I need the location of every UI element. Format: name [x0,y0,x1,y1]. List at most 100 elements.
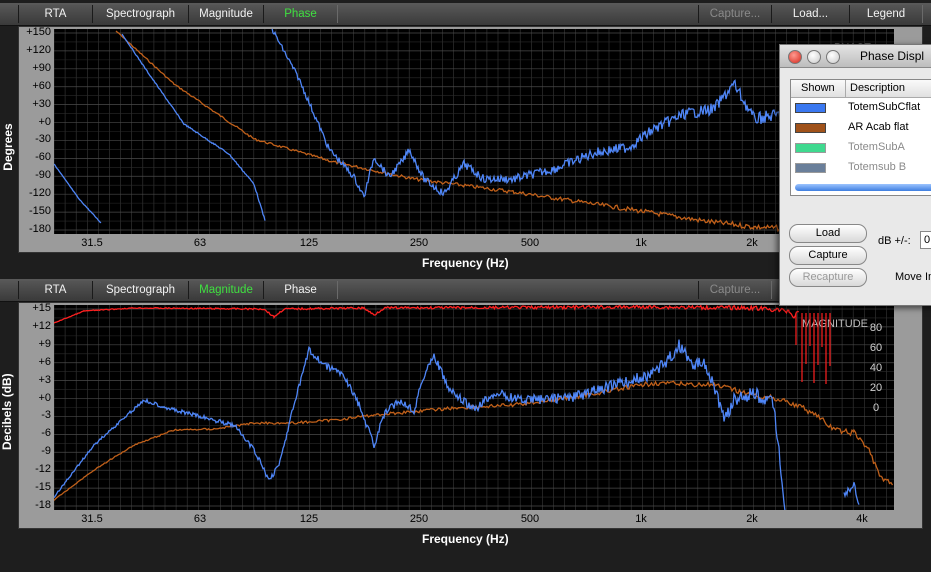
red-spikes [795,313,831,384]
y-tick-label: -180 [28,223,51,235]
x-tick-label: 500 [520,513,540,525]
magnitude-graph: MAGNITUDE 80 60 40 20 0 [54,305,894,510]
trace-row[interactable]: TotemSubCflat [791,98,931,118]
trace-swatch[interactable] [795,123,826,133]
magnitude-tab[interactable]: Magnitude [188,5,264,23]
trace-label: Totemsub B [848,161,907,173]
x-tick-label: 250 [409,237,429,249]
phase-tab-2[interactable]: Phase [263,281,338,299]
y-tick-label: +6 [38,355,51,368]
y-tick-label: +9 [38,337,51,350]
right-tick-label: 40 [870,362,882,374]
x-tick-label: 250 [409,513,429,525]
magnitude-panel: +15 +12 +9 +6 +3 +0 -3 -6 -9 -12 -15 -18 MAGNITUDE 8… [18,302,923,529]
blue-trace [54,339,786,510]
y-tick-label: -60 [35,151,51,164]
phase-graph: PHASE [54,29,894,234]
y-tick-label: +60 [32,79,51,92]
minimize-icon[interactable] [807,50,821,64]
y-tick-label: -18 [35,499,51,511]
magnitude-tab-2[interactable]: Magnitude [188,281,264,299]
x-tick-label: 1k [635,513,647,525]
move-label: Move In [895,271,931,283]
db-input[interactable]: 0 [920,231,931,249]
trace-swatch[interactable] [795,103,826,113]
phase-ylabel: Degrees [1,123,15,171]
y-tick-label: -90 [35,169,51,182]
x-tick-label: 31.5 [81,513,103,525]
x-tick-label: 4k [856,513,868,525]
load-button[interactable]: Load... [771,5,850,23]
y-tick-label: +90 [32,61,51,74]
close-icon[interactable] [788,50,802,64]
y-tick-label: +30 [32,97,51,110]
recapture-button[interactable]: Recapture [789,268,867,287]
x-tick-label: 2k [746,513,758,525]
trace-swatch[interactable] [795,143,826,153]
x-tick-label: 31.5 [81,237,103,249]
right-tick-label: 0 [873,402,879,414]
trace-list: Shown Description TotemSubCflat AR Acab … [790,79,931,196]
phase-display-window: Phase Displ Shown Description TotemSubCf… [779,44,931,306]
x-tick-label: 500 [520,237,540,249]
y-tick-label: +12 [32,319,51,332]
phase-panel: +150 +120 +90 +60 +30 +0 -30 -60 -90 -120 -150 -180… [18,26,923,253]
y-tick-label: -9 [41,445,51,458]
y-tick-label: -120 [28,187,51,200]
x-tick-label: 1k [635,237,647,249]
magnitude-plot-area[interactable]: MAGNITUDE 80 60 40 20 0 [54,305,894,510]
blue-trace [843,482,860,505]
trace-label: TotemSubCflat [848,101,921,113]
db-label: dB +/-: [878,235,911,247]
y-tick-label: -6 [41,427,51,440]
trace-row[interactable]: AR Acab flat [791,118,931,138]
x-tick-label: 2k [746,237,758,249]
y-tick-label: -3 [41,409,51,422]
top-toolbar: RTA Spectrograph Magnitude Phase Capture… [0,3,931,26]
right-tick-label: 80 [870,322,882,334]
y-tick-label: -12 [35,463,51,476]
y-tick-label: -15 [35,481,51,494]
trace-label: TotemSubA [848,141,905,153]
zoom-icon[interactable] [826,50,840,64]
blue-trace [121,33,266,221]
window-title: Phase Displ [860,49,925,63]
spectrograph-tab-2[interactable]: Spectrograph [92,281,189,299]
x-tick-label: 63 [193,513,207,525]
y-tick-label: -150 [28,205,51,218]
trace-row[interactable]: Totemsub B [791,158,931,178]
col-description[interactable]: Description [845,80,905,97]
y-tick-label: +3 [38,373,51,386]
phase-xlabel: Frequency (Hz) [422,256,509,270]
trace-swatch[interactable] [795,163,826,173]
capture-button-2[interactable]: Capture... [698,281,772,299]
orange-trace [115,30,894,234]
y-tick-label: -30 [35,133,51,146]
y-tick-label: +150 [26,26,51,38]
rta-tab[interactable]: RTA [18,5,93,23]
y-tick-label: +120 [26,43,51,56]
rta-tab-2[interactable]: RTA [18,281,93,299]
window-titlebar[interactable]: Phase Displ [780,45,931,68]
capture-button[interactable]: Capture... [698,5,772,23]
x-tick-label: 125 [299,237,319,249]
right-tick-label: 60 [870,342,882,354]
magnitude-watermark: MAGNITUDE [802,318,868,330]
col-shown[interactable]: Shown [801,82,835,94]
x-tick-label: 63 [193,237,207,249]
trace-label: AR Acab flat [848,121,909,133]
blue-trace [54,163,102,224]
list-header: Shown Description [791,80,931,98]
horizontal-scrollbar[interactable] [795,184,931,191]
legend-button[interactable]: Legend [849,5,923,23]
x-tick-label: 125 [299,513,319,525]
bottom-toolbar: RTA Spectrograph Magnitude Phase Capture… [0,279,931,302]
red-trace [54,305,799,324]
right-tick-label: 20 [870,382,882,394]
load-button-window[interactable]: Load [789,224,867,243]
capture-button-window[interactable]: Capture [789,246,867,265]
phase-plot-area[interactable]: PHASE [54,29,894,234]
trace-row[interactable]: TotemSubA [791,138,931,158]
phase-tab[interactable]: Phase [263,5,338,23]
spectrograph-tab[interactable]: Spectrograph [92,5,189,23]
